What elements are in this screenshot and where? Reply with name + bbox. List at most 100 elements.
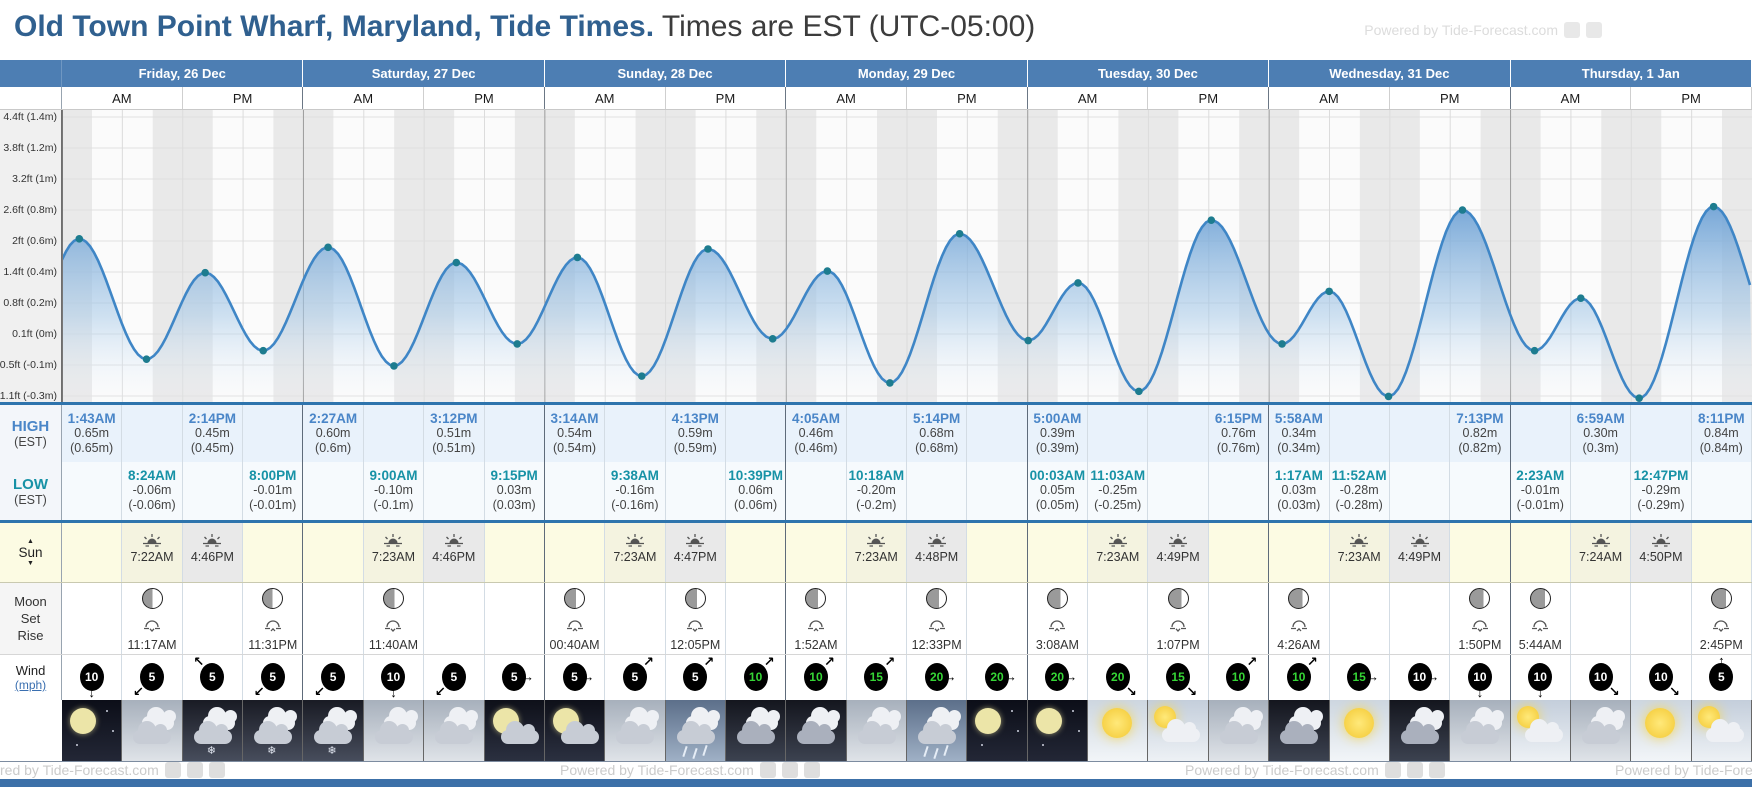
low-tide-time: 9:38AM [610,468,659,483]
low-tide-row: LOW (EST) 8:24AM -0.06m (-0.06m) 8:00PM -0.0… [0,462,1752,520]
snow-cloud-icon [314,721,353,744]
star-icon [1011,710,1014,712]
low-tide-time: 10:18AM [848,468,905,483]
cloud-icon [797,721,836,744]
wind-speed: 5 [441,663,466,691]
low-tide-entry: 9:38AM -0.16m (-0.16m) [611,462,659,513]
cloud-icon [1400,721,1439,744]
moonset-icon [687,620,704,632]
low-tide-height-alt: (-0.29m) [1637,498,1685,512]
moon-set-time: 11:40AM [368,638,419,652]
low-tide-time: 8:00PM [249,468,297,483]
sunset-entry: 4:49PM [1398,523,1441,564]
day-header: Monday, 29 Dec [786,60,1028,87]
moon-phase-icon [1710,588,1732,609]
day-header-label: Saturday, 27 Dec [371,66,476,81]
day-header-label: Friday, 26 Dec [138,66,226,81]
low-tide-entry: 1:17AM 0.03m (0.03m) [1275,462,1323,513]
high-tide-time: 5:14PM [913,411,961,426]
wind-direction-arrow-icon: ↙ [314,684,325,699]
wind-badge: 20 → [980,659,1017,695]
cloud-icon [435,721,474,744]
sunrise-icon [1591,534,1610,547]
wind-row-label: Wind (mph) [0,655,62,700]
high-tide-height-alt: (0.65m) [70,441,114,455]
wind-speed: 15 [1347,663,1372,691]
ampm-label-am: AM [1511,87,1632,109]
wind-badge: 5 ↙ [435,659,471,698]
wind-cell: 5 ↗ [605,655,666,700]
moon-cell [62,583,123,654]
high-tide-height-alt: (0.39m) [1035,441,1079,455]
sun-cell: 4:49PM [1148,523,1209,582]
moon-phase-icon [1167,588,1189,609]
day-header: Wednesday, 31 Dec [1269,60,1511,87]
ampm-label-am: AM [1269,87,1390,109]
weather-tile [484,700,545,761]
sunrise-icon [1108,534,1127,547]
sunrise-time: 7:23AM [854,550,898,564]
wind-cell: 10 ↗ [726,655,787,700]
low-tide-cell [907,462,968,520]
moon-rise-time: 11:31PM [248,638,298,652]
day-header-label: Wednesday, 31 Dec [1329,66,1450,81]
high-tide-cell [605,405,666,462]
wind-speed: 20 [1045,663,1070,691]
low-tide-time: 00:03AM [1029,468,1086,483]
high-tide-cell [967,405,1028,462]
wind-badge: 20 ↘ [1101,659,1137,699]
moon-phase-icon [564,588,586,609]
moon-phase-icon [1469,588,1491,609]
ampm-text: PM [1439,90,1460,106]
sunrise-icon [143,534,162,547]
moon-cell [726,583,787,654]
raindrop-icon [691,747,698,760]
sun-cell [545,523,606,582]
wind-speed: 5 [502,663,527,691]
high-tide-cell: 7:13PM 0.82m (0.82m) [1450,405,1511,462]
star-icon [1017,730,1020,732]
low-tide-time: 8:24AM [128,468,177,483]
moon-entry: 00:40AM [550,583,600,652]
wind-direction-arrow-icon: ↘ [1125,684,1137,699]
star-icon [106,710,108,712]
moon-entry: 11:17AM [127,583,177,652]
wind-unit-link[interactable]: (mph) [14,678,47,692]
low-tide-entry: 00:03AM 0.05m (0.05m) [1030,462,1086,513]
moon-entry: 4:26AM [1277,583,1320,652]
day-header-label: Thursday, 1 Jan [1581,66,1680,81]
moon-icon [975,708,1002,734]
wind-badge: 10 ↓ [1523,659,1557,699]
high-tide-cell: 2:27AM 0.60m (0.6m) [303,405,364,462]
wind-speed: 5 [321,663,346,691]
day-header-row: Friday, 26 Dec Saturday, 27 Dec Sunday, 28… [0,60,1752,87]
moon-set-time: 12:05PM [670,638,721,652]
sunrise-time: 7:23AM [371,550,415,564]
sun-cell [1269,523,1330,582]
sun-cell [303,523,364,582]
wind-speed: 10 [1226,663,1251,691]
low-tide-entry: 2:23AM -0.01m (-0.01m) [1516,462,1564,513]
sunset-icon [444,534,463,547]
wind-badge: 10 ↗ [1221,655,1257,695]
sunset-entry: 4:49PM [1157,523,1200,564]
low-tide-time: 11:52AM [1331,468,1387,483]
moon-icon [1035,708,1062,734]
day-header-label: Monday, 29 Dec [857,66,956,81]
snowflake-icon: ❄ [327,745,337,757]
low-tide-entry: 9:00AM -0.10m (-0.1m) [369,462,417,513]
moon-set-time: 12:33PM [911,638,962,652]
wind-cell: 15 → [1330,655,1390,700]
ampm-text: PM [232,90,253,106]
wind-speed: 10 [1648,663,1673,691]
wind-direction-arrow-icon: ↗ [703,655,715,669]
high-tide-time: 6:59AM [1576,411,1625,426]
star-icon [981,744,984,746]
high-tide-entry: 3:14AM 0.54m (0.54m) [551,405,599,456]
moonrise-icon [1532,620,1549,632]
moon-entry: 3:08AM [1036,583,1079,652]
sun-icon [1645,708,1676,738]
moon-cell [303,583,364,654]
sun-cell: 7:23AM [605,523,666,582]
